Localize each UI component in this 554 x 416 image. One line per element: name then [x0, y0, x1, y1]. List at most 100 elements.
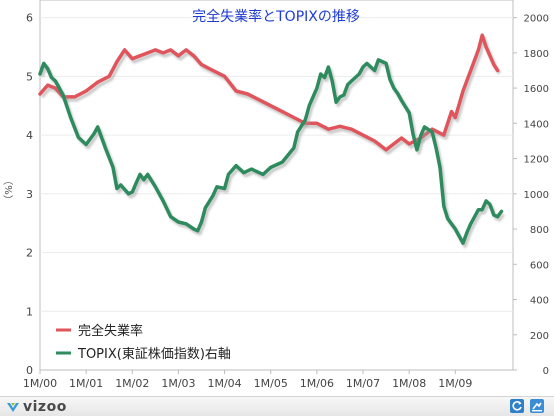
data-point	[115, 60, 119, 64]
data-point	[281, 110, 285, 114]
data-point	[442, 204, 446, 208]
data-point	[334, 100, 338, 104]
y-left-tick-label: 5	[26, 70, 33, 83]
data-point	[119, 183, 123, 187]
data-point	[492, 213, 496, 217]
x-tick-label: 1M/03	[161, 377, 195, 390]
data-point	[131, 190, 135, 194]
data-point	[373, 69, 377, 73]
x-tick-label: 1M/01	[69, 377, 103, 390]
y-left-tick-label: 4	[26, 129, 33, 142]
data-point	[423, 125, 427, 129]
data-point	[350, 79, 354, 83]
data-point	[373, 139, 377, 143]
data-point	[50, 76, 54, 80]
data-point	[488, 203, 492, 207]
data-point	[392, 86, 396, 90]
y-right-tick-label: 1000	[524, 190, 549, 201]
data-point	[54, 79, 58, 83]
data-point	[242, 171, 246, 175]
data-point	[261, 173, 265, 177]
data-point	[461, 241, 465, 245]
refresh-icon[interactable]	[510, 399, 524, 413]
data-point	[496, 69, 500, 73]
data-point	[415, 148, 419, 152]
data-point	[96, 125, 100, 129]
series-layer	[38, 33, 504, 245]
legend-label-unemployment: 完全失業率	[78, 323, 143, 339]
data-point	[200, 220, 204, 224]
x-tick-label: 1M/08	[392, 377, 426, 390]
data-point	[400, 99, 404, 103]
data-point	[246, 92, 250, 96]
data-point	[338, 95, 342, 99]
data-point	[296, 130, 300, 134]
y-right-tick-label: 1800	[524, 49, 549, 60]
data-point	[111, 166, 115, 170]
share-icon[interactable]	[530, 399, 544, 413]
data-point	[480, 33, 484, 37]
data-point	[450, 222, 454, 226]
data-point	[477, 48, 481, 52]
data-point	[269, 104, 273, 108]
y-left-tick-label: 2	[26, 247, 33, 260]
y-right-tick-label: 800	[530, 225, 549, 236]
y-left-tick-label: 3	[26, 188, 33, 201]
vizoo-logo-icon	[7, 402, 19, 412]
data-point	[465, 231, 469, 235]
data-point	[350, 127, 354, 131]
x-tick-label: 1M/00	[23, 377, 57, 390]
data-point	[384, 62, 388, 66]
data-point	[46, 83, 50, 87]
data-point	[384, 148, 388, 152]
data-point	[434, 146, 438, 150]
data-point	[177, 54, 181, 58]
data-point	[134, 181, 138, 185]
data-point	[407, 111, 411, 115]
data-point	[304, 118, 308, 122]
data-point	[361, 65, 365, 69]
data-point	[330, 79, 334, 83]
data-point	[161, 199, 165, 203]
data-point	[107, 75, 111, 79]
data-point	[327, 127, 331, 131]
data-point	[442, 133, 446, 137]
data-point	[307, 104, 311, 108]
data-point	[42, 62, 46, 66]
data-point	[211, 69, 215, 73]
data-point	[361, 133, 365, 137]
data-point	[457, 234, 461, 238]
data-point	[400, 136, 404, 140]
data-point	[257, 171, 261, 175]
data-point	[469, 69, 473, 73]
data-point	[346, 83, 350, 87]
data-point	[196, 229, 200, 233]
data-point	[388, 78, 392, 82]
data-point	[138, 173, 142, 177]
data-point	[223, 75, 227, 79]
data-point	[454, 227, 458, 231]
data-point	[46, 67, 50, 71]
x-tick-label: 1M/09	[438, 377, 472, 390]
data-point	[73, 95, 77, 99]
brand-bar: vizoo	[0, 396, 554, 416]
chart: 完全失業率とTOPIXの推移 （%） 0 1 2 3 4 5 6 0 200 400 600 800…	[3, 0, 549, 390]
data-point	[169, 215, 173, 219]
vizoo-logo-text: vizoo	[23, 398, 67, 415]
data-point	[84, 143, 88, 147]
x-tick-label: 1M/05	[254, 377, 288, 390]
data-point	[281, 160, 285, 164]
data-point	[154, 185, 158, 189]
data-point	[315, 86, 319, 90]
data-point	[292, 116, 296, 120]
data-point	[492, 63, 496, 67]
data-point	[327, 65, 331, 69]
data-point	[392, 142, 396, 146]
data-point	[142, 178, 146, 182]
y-right-tick-label: 600	[530, 260, 549, 271]
data-point	[469, 222, 473, 226]
data-point	[446, 217, 450, 221]
data-point	[211, 194, 215, 198]
data-point	[115, 187, 119, 191]
data-point	[407, 142, 411, 146]
